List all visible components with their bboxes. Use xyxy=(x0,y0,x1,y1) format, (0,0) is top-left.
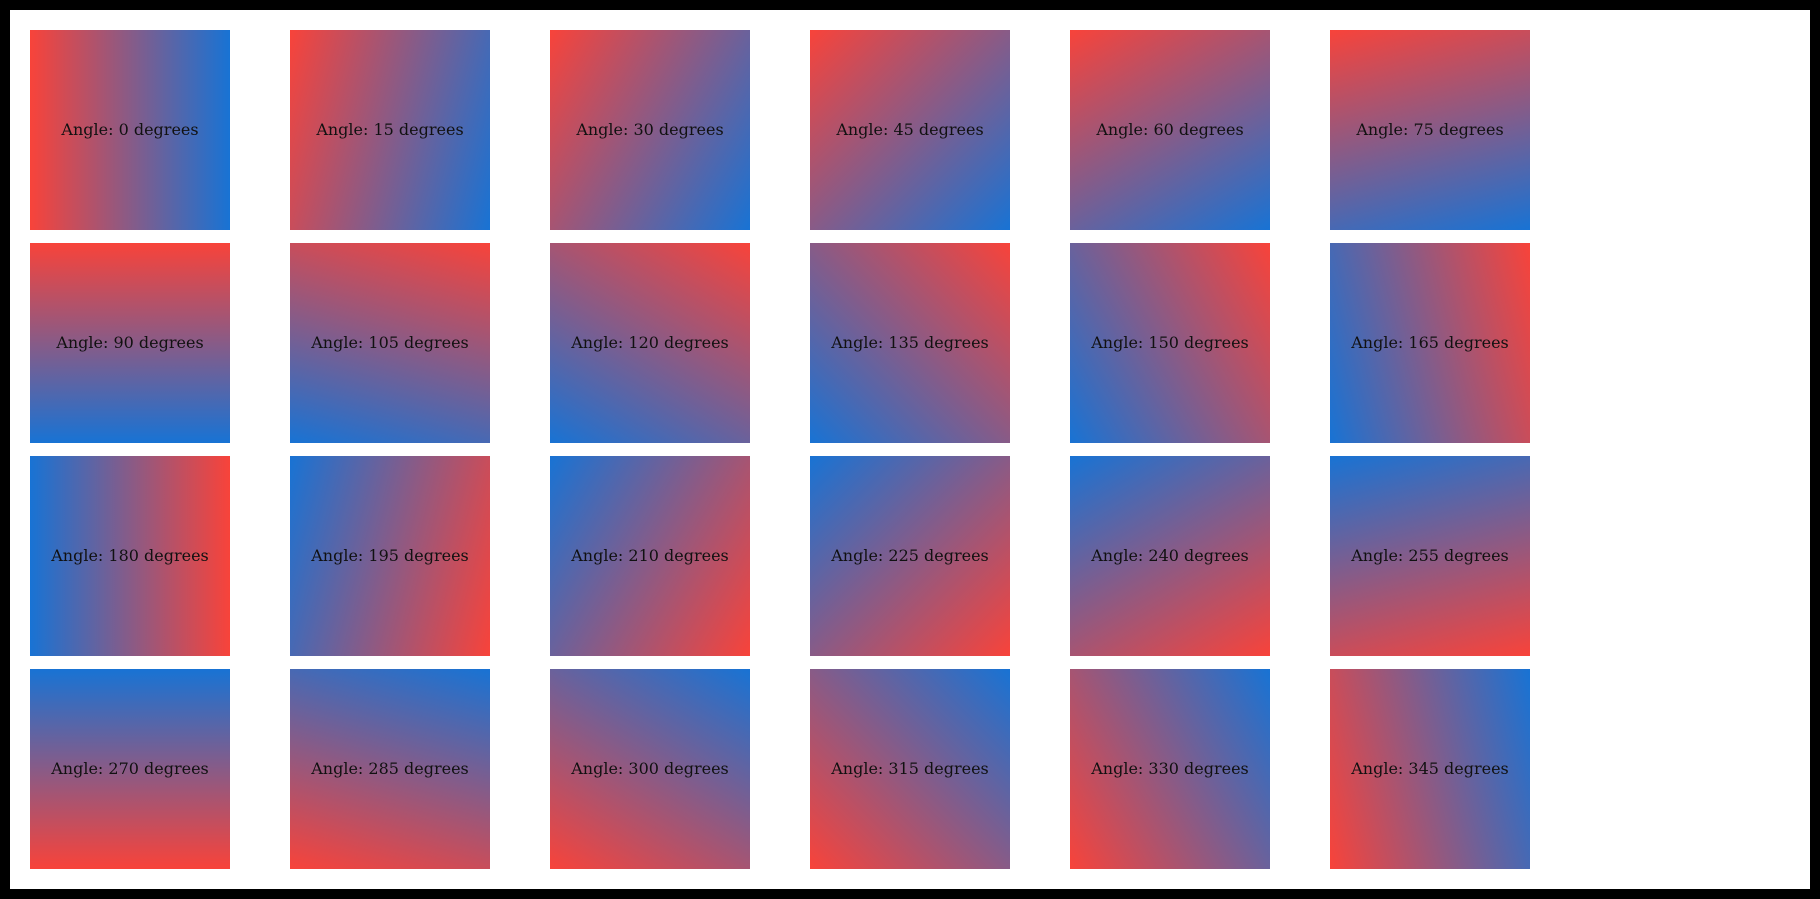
gradient-tile-label: Angle: 285 degrees xyxy=(311,759,469,778)
gradient-tile-label: Angle: 240 degrees xyxy=(1091,546,1249,565)
gradient-tile-label: Angle: 345 degrees xyxy=(1351,759,1509,778)
gradient-tile-label: Angle: 255 degrees xyxy=(1351,546,1509,565)
gradient-tile-label: Angle: 135 degrees xyxy=(831,333,989,352)
gradient-tile-label: Angle: 105 degrees xyxy=(311,333,469,352)
gradient-tile-105deg: Angle: 105 degrees xyxy=(290,243,490,443)
gradient-tile-label: Angle: 45 degrees xyxy=(836,120,984,139)
gradient-tile-330deg: Angle: 330 degrees xyxy=(1070,669,1270,869)
gradient-tile-180deg: Angle: 180 degrees xyxy=(30,456,230,656)
gradient-tile-30deg: Angle: 30 degrees xyxy=(550,30,750,230)
gradient-tile-label: Angle: 75 degrees xyxy=(1356,120,1504,139)
gradient-tile-label: Angle: 210 degrees xyxy=(571,546,729,565)
page-background: Angle: 0 degrees Angle: 15 degrees Angle… xyxy=(10,10,1810,889)
gradient-tile-label: Angle: 165 degrees xyxy=(1351,333,1509,352)
gradient-tile-240deg: Angle: 240 degrees xyxy=(1070,456,1270,656)
gradient-tile-label: Angle: 15 degrees xyxy=(316,120,464,139)
gradient-tile-270deg: Angle: 270 degrees xyxy=(30,669,230,869)
gradient-tile-255deg: Angle: 255 degrees xyxy=(1330,456,1530,656)
gradient-tile-345deg: Angle: 345 degrees xyxy=(1330,669,1530,869)
gradient-tile-label: Angle: 0 degrees xyxy=(61,120,199,139)
gradient-tile-label: Angle: 90 degrees xyxy=(56,333,204,352)
gradient-tile-label: Angle: 300 degrees xyxy=(571,759,729,778)
gradient-tile-285deg: Angle: 285 degrees xyxy=(290,669,490,869)
gradient-tile-75deg: Angle: 75 degrees xyxy=(1330,30,1530,230)
gradient-tile-165deg: Angle: 165 degrees xyxy=(1330,243,1530,443)
gradient-tile-120deg: Angle: 120 degrees xyxy=(550,243,750,443)
gradient-tile-label: Angle: 225 degrees xyxy=(831,546,989,565)
gradient-tile-60deg: Angle: 60 degrees xyxy=(1070,30,1270,230)
gradient-tile-150deg: Angle: 150 degrees xyxy=(1070,243,1270,443)
gradient-tile-label: Angle: 30 degrees xyxy=(576,120,724,139)
gradient-tile-grid: Angle: 0 degrees Angle: 15 degrees Angle… xyxy=(30,30,1530,869)
gradient-tile-label: Angle: 180 degrees xyxy=(51,546,209,565)
gradient-tile-label: Angle: 120 degrees xyxy=(571,333,729,352)
gradient-tile-0deg: Angle: 0 degrees xyxy=(30,30,230,230)
gradient-tile-45deg: Angle: 45 degrees xyxy=(810,30,1010,230)
gradient-tile-195deg: Angle: 195 degrees xyxy=(290,456,490,656)
gradient-tile-15deg: Angle: 15 degrees xyxy=(290,30,490,230)
gradient-tile-label: Angle: 195 degrees xyxy=(311,546,469,565)
gradient-tile-label: Angle: 270 degrees xyxy=(51,759,209,778)
gradient-tile-90deg: Angle: 90 degrees xyxy=(30,243,230,443)
gradient-tile-300deg: Angle: 300 degrees xyxy=(550,669,750,869)
gradient-tile-label: Angle: 330 degrees xyxy=(1091,759,1249,778)
gradient-tile-315deg: Angle: 315 degrees xyxy=(810,669,1010,869)
gradient-tile-210deg: Angle: 210 degrees xyxy=(550,456,750,656)
gradient-tile-135deg: Angle: 135 degrees xyxy=(810,243,1010,443)
gradient-tile-label: Angle: 60 degrees xyxy=(1096,120,1244,139)
gradient-tile-label: Angle: 315 degrees xyxy=(831,759,989,778)
gradient-tile-label: Angle: 150 degrees xyxy=(1091,333,1249,352)
gradient-tile-225deg: Angle: 225 degrees xyxy=(810,456,1010,656)
